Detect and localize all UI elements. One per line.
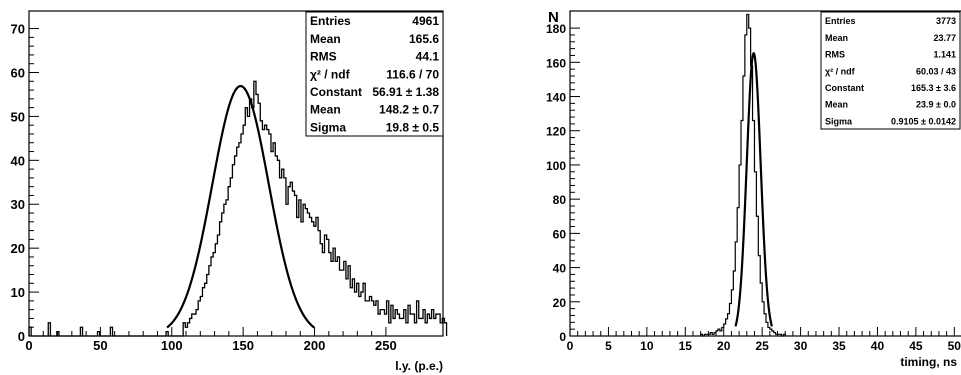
histogram-panel-timing: 0 5 10 15 20 25 30 35 40 45 50 0 20 40 60 80 100 120 140 16… (546, 9, 961, 369)
x-tick-label: 15 (679, 339, 693, 353)
y-tick-label: 140 (546, 91, 566, 105)
stats-label: Mean (310, 103, 341, 117)
x-tick-label: 200 (304, 338, 326, 353)
stats-label: χ² / ndf (310, 67, 351, 81)
x-tick-label: 50 (948, 339, 961, 353)
y-tick-label: 50 (11, 109, 25, 124)
stats-value: 3773 (936, 16, 956, 26)
x-tick-label: 100 (161, 338, 183, 353)
stats-label: Mean (825, 33, 848, 43)
y-tick-label: 20 (11, 241, 25, 256)
histogram-bars (700, 13, 786, 337)
y-axis-label: N (548, 9, 559, 26)
stats-value: 148.2 ± 0.7 (379, 103, 439, 117)
y-tick-label: 30 (11, 197, 25, 212)
x-tick-label: 30 (794, 339, 808, 353)
x-tick-label: 0 (25, 338, 32, 353)
x-tick-label: 5 (605, 339, 612, 353)
y-tick-label: 60 (11, 65, 25, 80)
stats-label: Constant (825, 83, 864, 93)
histogram-panel-light-yield: 0 50 100 150 200 250 0 10 20 30 40 50 60 70 l.y. (p.e… (11, 10, 448, 373)
x-tick-label: 40 (871, 339, 885, 353)
x-axis-label: l.y. (p.e.) (395, 359, 443, 373)
statistics-box: Entries 3773 Mean 23.77 RMS 1.141 χ² / ndf 60.0… (820, 11, 961, 130)
x-tick-label: 250 (375, 338, 397, 353)
x-tick-label: 10 (640, 339, 654, 353)
stats-label: Mean (825, 100, 848, 110)
stats-value: 165.3 ± 3.6 (911, 83, 956, 93)
y-tick-label: 10 (11, 285, 25, 300)
gaussian-fit-curve (734, 51, 773, 327)
x-tick-label: 0 (567, 339, 574, 353)
stats-box-frame (820, 11, 961, 130)
gaussian-fit-curve (166, 84, 315, 329)
x-tick-label: 20 (717, 339, 731, 353)
axis-ticks: 0 5 10 15 20 25 30 35 40 45 50 0 20 40 60 80 100 120 140 16… (546, 22, 961, 353)
y-tick-label: 0 (559, 330, 566, 344)
stats-value: 1.141 (933, 50, 956, 60)
statistics-box: Entries 4961 Mean 165.6 RMS 44.1 χ² / ndf 116.6… (305, 11, 444, 137)
stats-label: Mean (310, 32, 341, 46)
x-tick-label: 150 (232, 338, 254, 353)
stats-value: 56.91 ± 1.38 (372, 85, 439, 99)
stats-value: 23.77 (933, 33, 956, 43)
stats-value: 44.1 (416, 50, 440, 64)
x-tick-label: 50 (93, 338, 107, 353)
stats-label: Sigma (310, 120, 346, 134)
stats-label: Entries (825, 16, 856, 26)
y-tick-label: 40 (553, 262, 567, 276)
y-tick-label: 40 (11, 153, 25, 168)
stats-label: Sigma (825, 116, 853, 126)
y-tick-label: 60 (553, 227, 567, 241)
x-tick-label: 45 (909, 339, 923, 353)
y-tick-label: 100 (546, 159, 566, 173)
axis-ticks: 0 50 100 150 200 250 0 10 20 30 40 50 60 70 (11, 22, 397, 353)
stats-value: 4961 (412, 14, 439, 28)
x-tick-label: 25 (755, 339, 769, 353)
plot-frame (569, 10, 961, 337)
stats-value: 60.03 / 43 (916, 66, 956, 76)
y-tick-label: 180 (546, 22, 566, 36)
stats-label: RMS (310, 50, 337, 64)
stats-value: 0.9105 ± 0.0142 (891, 116, 956, 126)
y-tick-label: 70 (11, 22, 25, 37)
y-tick-label: 80 (553, 193, 567, 207)
histogram-bars (28, 80, 448, 337)
stats-label: Constant (310, 85, 362, 99)
plot-frame (28, 10, 444, 337)
stats-value: 19.8 ± 0.5 (386, 120, 440, 134)
y-tick-label: 160 (546, 56, 566, 70)
stats-label: RMS (825, 50, 845, 60)
y-tick-label: 0 (18, 329, 25, 344)
y-tick-label: 120 (546, 125, 566, 139)
x-tick-label: 35 (832, 339, 846, 353)
stats-value: 23.9 ± 0.0 (916, 100, 956, 110)
stats-box-frame (305, 11, 444, 137)
stats-value: 116.6 / 70 (386, 67, 439, 81)
x-axis-label: timing, ns (900, 355, 957, 369)
stats-value: 165.6 (409, 32, 439, 46)
stats-label: χ² / ndf (825, 66, 856, 76)
stats-label: Entries (310, 14, 351, 28)
y-tick-label: 20 (553, 296, 567, 310)
